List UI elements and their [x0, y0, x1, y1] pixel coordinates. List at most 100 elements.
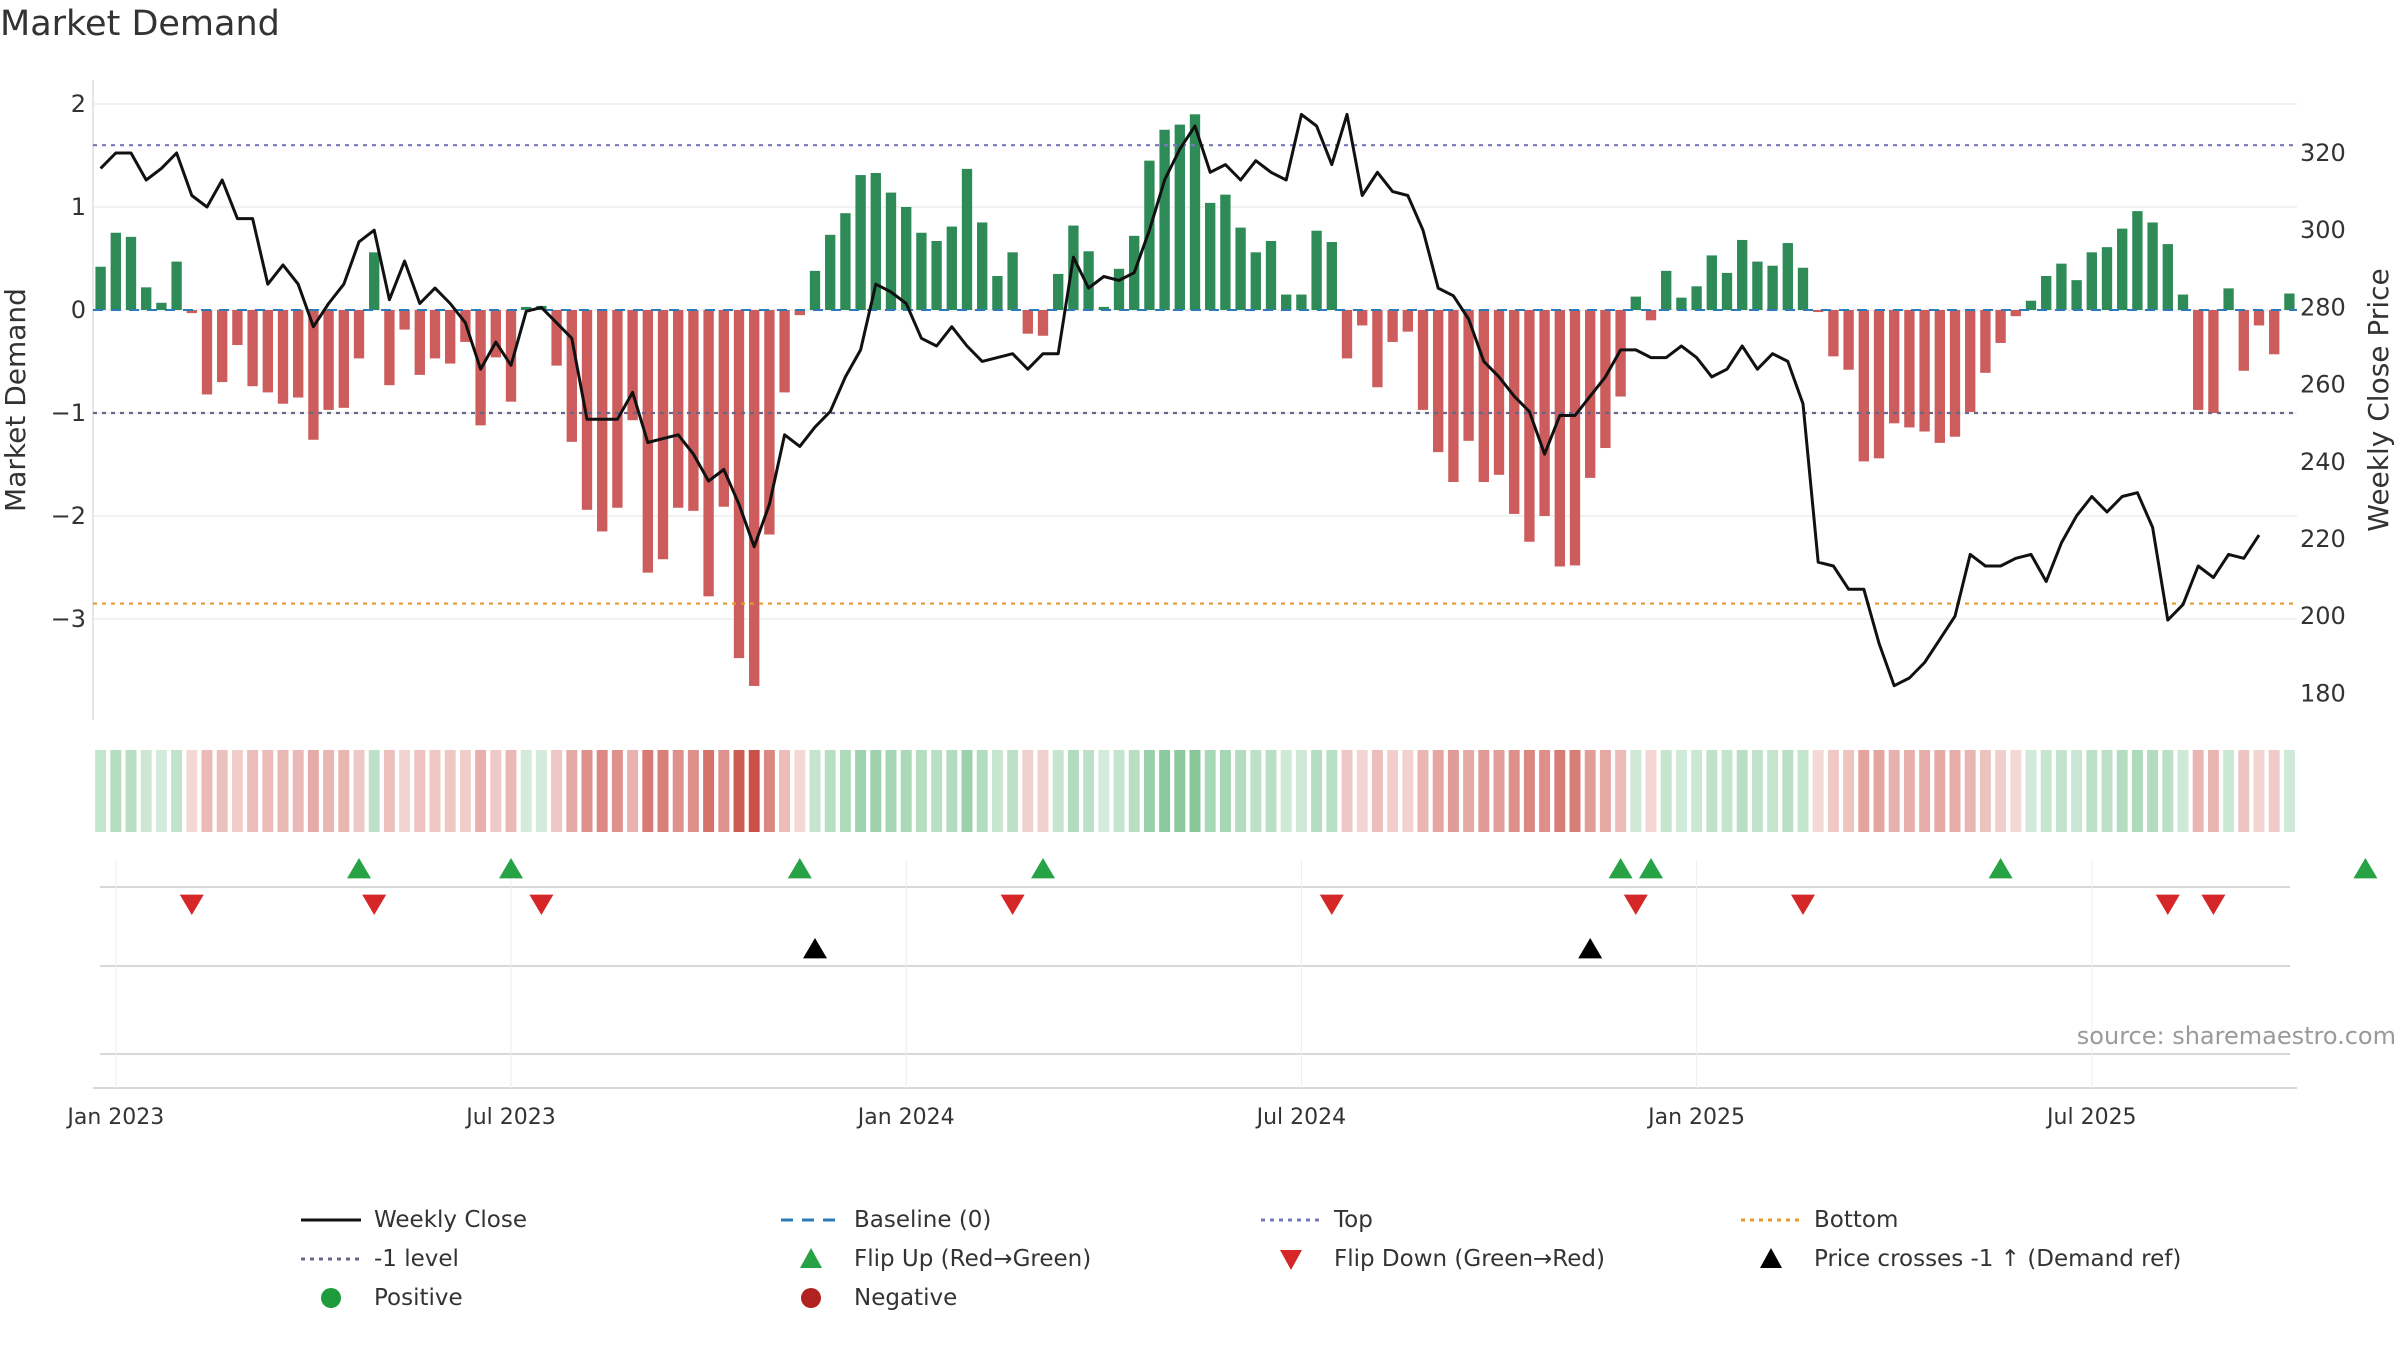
heat-cell: [1113, 750, 1125, 832]
demand-bar: [1676, 297, 1687, 310]
heat-cell: [2162, 750, 2174, 832]
demand-bar: [1782, 243, 1793, 310]
y-tick-label: −1: [51, 399, 86, 427]
heat-cell: [946, 750, 958, 832]
heat-cell: [657, 750, 669, 832]
demand-bar: [1296, 294, 1307, 310]
flip-up-marker: [2353, 858, 2378, 879]
heat-cell: [292, 750, 304, 832]
heat-cell: [1265, 750, 1277, 832]
y-tick-label: 0: [71, 296, 86, 324]
heat-cell: [490, 750, 502, 832]
demand-bar: [1022, 310, 1033, 334]
demand-bar: [2086, 252, 2097, 310]
heat-cell: [2025, 750, 2037, 832]
demand-bar: [521, 306, 532, 310]
demand-bar: [293, 310, 304, 398]
heat-cell: [1964, 750, 1976, 832]
demand-bar: [840, 213, 851, 310]
demand-bar: [338, 310, 349, 408]
demand-bar: [1159, 129, 1170, 310]
heat-cell: [718, 750, 730, 832]
demand-bar: [384, 310, 395, 386]
legend-label: Positive: [374, 1285, 463, 1311]
demand-bar: [1752, 261, 1763, 310]
heat-cell: [2238, 750, 2250, 832]
heat-cell: [1645, 750, 1657, 832]
demand-bar: [764, 310, 775, 535]
demand-bar: [445, 310, 456, 364]
heat-cell: [125, 750, 137, 832]
heat-cell: [247, 750, 259, 832]
demand-bar: [1220, 194, 1231, 310]
legend-item: Flip Up (Red→Green): [780, 1244, 1091, 1274]
price-cross-marker: [1578, 938, 1603, 959]
y2-axis-title: Weekly Close Price: [2362, 268, 2395, 531]
demand-bar: [1843, 310, 1854, 370]
heat-cell: [2223, 750, 2235, 832]
demand-bar: [2253, 310, 2265, 326]
heat-cell: [1447, 750, 1459, 832]
demand-bar: [1235, 227, 1246, 310]
demand-bar: [1493, 310, 1505, 475]
legend-symbol: [1741, 1218, 1801, 1222]
heat-cell: [1812, 750, 1824, 832]
heat-cell: [733, 750, 745, 832]
y-tick-label: 1: [71, 193, 86, 221]
heat-cell: [1523, 750, 1535, 832]
demand-bar: [1189, 114, 1201, 310]
demand-bar: [1554, 310, 1565, 567]
y2-tick-label: 320: [2300, 139, 2346, 167]
heat-cell: [2071, 750, 2083, 832]
demand-bar: [186, 310, 197, 314]
demand-bar: [1919, 310, 1930, 432]
heat-cell: [794, 750, 806, 832]
heat-cell: [1736, 750, 1748, 832]
heat-cell: [1675, 750, 1687, 832]
demand-bar: [2071, 280, 2082, 310]
heat-cell: [110, 750, 122, 832]
heat-cell: [429, 750, 441, 832]
heat-cell: [1599, 750, 1611, 832]
heat-cell: [171, 750, 183, 832]
heat-cell: [1919, 750, 1931, 832]
heat-cell: [1432, 750, 1444, 832]
heat-cell: [2177, 750, 2189, 832]
heat-cell: [1402, 750, 1414, 832]
legend-label: Negative: [854, 1285, 958, 1311]
heat-cell: [95, 750, 107, 832]
demand-bar: [1478, 310, 1489, 483]
flip-up-marker: [1608, 858, 1633, 879]
flip-up-marker: [787, 858, 812, 879]
demand-bar: [369, 252, 380, 310]
y2-tick-label: 240: [2300, 448, 2346, 476]
y2-tick-label: 260: [2300, 371, 2346, 399]
legend: Weekly Close Baseline (0) Top Bottom -1 leve…: [300, 1205, 2200, 1325]
heat-cell: [1371, 750, 1383, 832]
demand-bar: [992, 276, 1003, 310]
flip-up-marker: [1031, 858, 1055, 879]
legend-symbol: [1261, 1218, 1321, 1222]
y-tick-label: 2: [71, 90, 86, 118]
y2-tick-label: 180: [2300, 679, 2346, 707]
demand-bar: [809, 270, 821, 310]
demand-bar: [2284, 293, 2295, 310]
heat-cell: [672, 750, 684, 832]
demand-bar: [2056, 263, 2067, 310]
heat-cell: [839, 750, 851, 832]
demand-bar: [1265, 240, 1277, 310]
heat-cell: [399, 750, 411, 832]
demand-bar: [1949, 310, 1961, 437]
heat-cell: [186, 750, 198, 832]
legend-label: Flip Up (Red→Green): [854, 1246, 1092, 1272]
heat-cell: [1326, 750, 1338, 832]
demand-bar: [1706, 255, 1717, 310]
heat-cell: [1052, 750, 1064, 832]
heat-cell: [383, 750, 395, 832]
demand-bar: [2101, 247, 2113, 310]
heat-cell: [475, 750, 487, 832]
demand-bar: [2208, 310, 2219, 413]
flip-down-marker: [2201, 894, 2226, 915]
demand-bar: [490, 310, 501, 358]
